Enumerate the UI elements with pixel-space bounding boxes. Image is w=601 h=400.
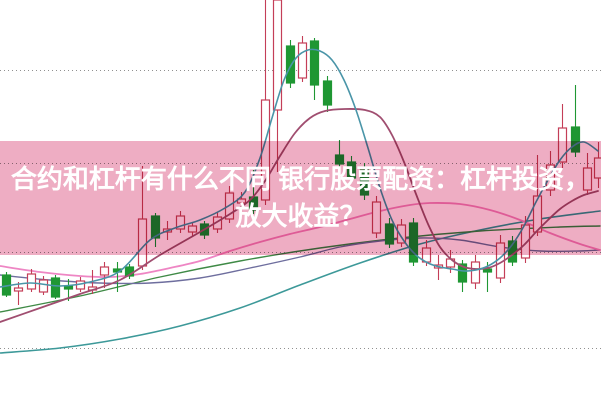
headline-line-2: 放大收益？: [235, 201, 366, 231]
headline-line-1: 合约和杠杆有什么不同 银行股票配资：杠杆投资，: [10, 164, 591, 194]
headline: 合约和杠杆有什么不同 银行股票配资：杠杆投资， 放大收益？: [0, 141, 601, 255]
headline-banner-overlay: [0, 141, 601, 255]
